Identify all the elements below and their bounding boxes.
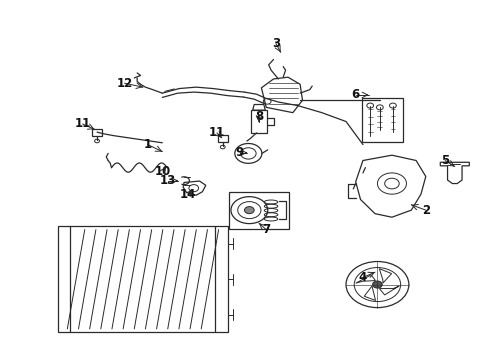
Text: 14: 14 — [180, 188, 196, 201]
Circle shape — [244, 207, 254, 214]
Circle shape — [376, 105, 383, 110]
Text: 10: 10 — [155, 165, 171, 177]
Text: 4: 4 — [358, 271, 366, 284]
Circle shape — [389, 103, 395, 108]
Text: 13: 13 — [160, 174, 176, 187]
Text: 2: 2 — [421, 204, 429, 217]
Text: 3: 3 — [271, 37, 280, 50]
Circle shape — [366, 103, 373, 108]
Text: 5: 5 — [440, 154, 448, 167]
Circle shape — [372, 281, 382, 288]
Text: 9: 9 — [235, 146, 244, 159]
Text: 8: 8 — [254, 110, 263, 123]
Text: 12: 12 — [116, 77, 132, 90]
Bar — [361, 98, 402, 142]
Bar — [228, 192, 288, 229]
Text: 6: 6 — [351, 89, 359, 102]
Text: 1: 1 — [143, 138, 152, 151]
Text: 11: 11 — [208, 126, 224, 139]
Text: 11: 11 — [74, 117, 90, 130]
Text: 7: 7 — [262, 223, 270, 236]
